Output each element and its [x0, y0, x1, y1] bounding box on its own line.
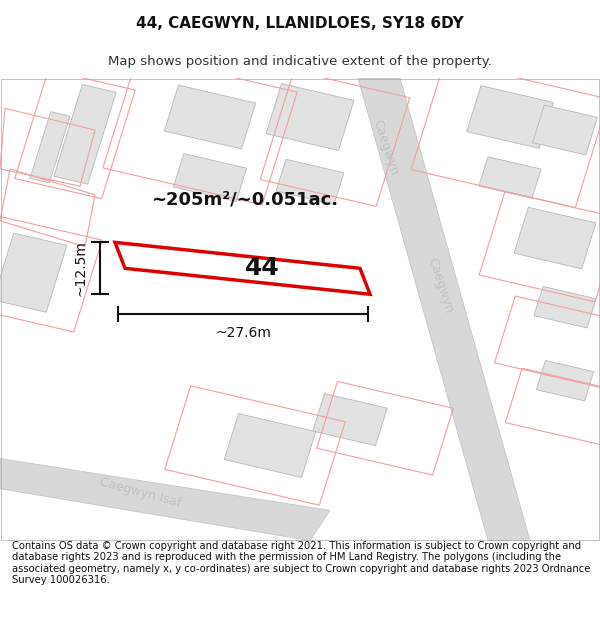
Polygon shape	[467, 86, 553, 148]
Text: ~27.6m: ~27.6m	[215, 326, 271, 340]
Polygon shape	[534, 286, 596, 328]
Polygon shape	[30, 112, 70, 183]
Polygon shape	[54, 84, 116, 184]
Polygon shape	[224, 414, 316, 478]
Text: ~12.5m: ~12.5m	[74, 241, 88, 296]
Polygon shape	[514, 208, 596, 269]
Text: Caegwyn Isaf: Caegwyn Isaf	[98, 476, 182, 510]
Text: 44, CAEGWYN, LLANIDLOES, SY18 6DY: 44, CAEGWYN, LLANIDLOES, SY18 6DY	[136, 16, 464, 31]
Polygon shape	[0, 233, 67, 312]
Polygon shape	[173, 154, 247, 201]
Polygon shape	[0, 459, 330, 541]
Text: Map shows position and indicative extent of the property.: Map shows position and indicative extent…	[108, 54, 492, 68]
Polygon shape	[115, 242, 370, 294]
Text: Contains OS data © Crown copyright and database right 2021. This information is : Contains OS data © Crown copyright and d…	[12, 541, 590, 586]
Text: 44: 44	[245, 256, 280, 280]
Polygon shape	[536, 361, 593, 401]
Polygon shape	[479, 157, 541, 198]
Text: Caegwyn: Caegwyn	[370, 118, 400, 177]
Polygon shape	[266, 84, 354, 151]
Text: ~205m²/~0.051ac.: ~205m²/~0.051ac.	[151, 190, 338, 208]
Polygon shape	[358, 78, 530, 541]
Polygon shape	[164, 85, 256, 149]
Text: Caegwyn: Caegwyn	[425, 256, 455, 315]
Polygon shape	[533, 105, 598, 155]
Polygon shape	[313, 394, 387, 446]
Polygon shape	[276, 159, 344, 204]
